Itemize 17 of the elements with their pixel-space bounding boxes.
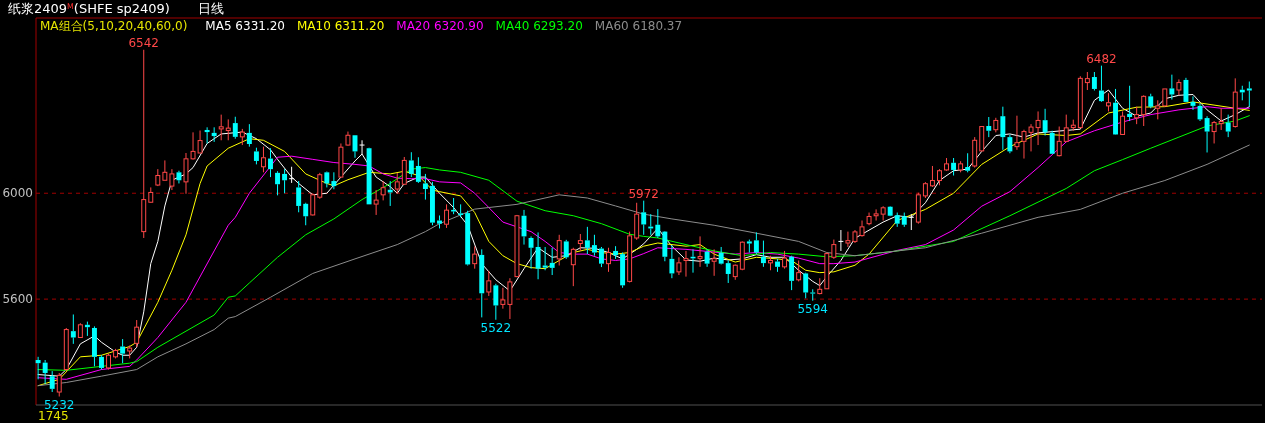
annotation: 5972 [628,186,659,201]
annotation: 6542 [128,35,160,50]
annotation: 5522 [480,320,512,335]
chart-title: 纸浆2409$^{M}$(SHFE sp2409) [8,1,170,16]
text: MA40 6293.20 [495,19,583,33]
annotation: 6482 [1086,51,1117,66]
annotation: 5594 [797,301,828,316]
y-tick-label: 6000 [2,186,33,201]
annotation: 5232 [43,397,75,412]
text: MA20 6320.90 [396,19,484,33]
text: MA10 6311.20 [297,19,385,33]
text: MA5 6331.20 [205,19,285,33]
legend-title: MA组合(5,10,20,40,60,0) [40,19,188,33]
text: 1745 [38,409,69,423]
text: MA60 6180.37 [594,19,683,33]
chart-subtitle: 日线 [197,1,224,16]
y-tick-label: 5600 [2,292,33,307]
